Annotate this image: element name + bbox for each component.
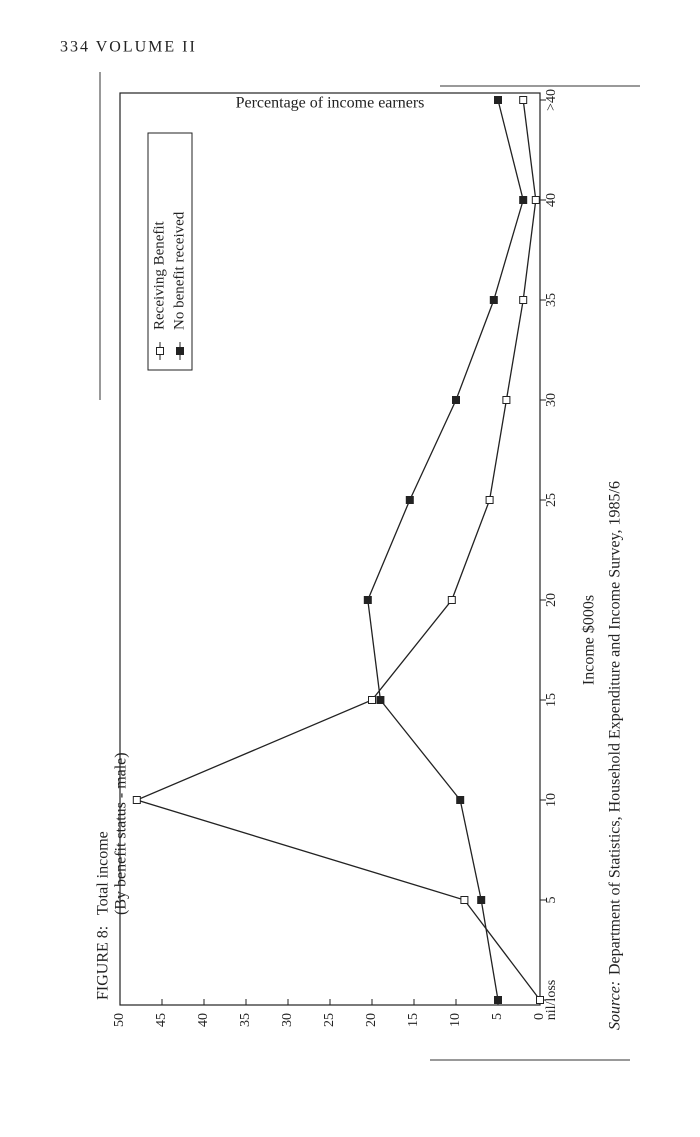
legend-marker [156,347,164,355]
point [452,396,460,404]
point [405,496,414,504]
point [132,796,141,804]
point [502,396,511,404]
chart-subtitle: (By benefit status - male) [113,752,130,915]
legend-box [147,132,193,371]
point [447,596,456,604]
y-tick-label: 20 [364,1013,379,1027]
source-label: Source: [607,981,624,1030]
page-header: 334 VOLUME II [60,39,197,56]
point [536,996,544,1004]
point [363,596,372,604]
y-tick-label: 30 [280,1013,295,1027]
point [519,96,528,104]
point [519,296,528,304]
x-tick-label: 25 [544,493,559,507]
chart-title: Total income [95,831,112,915]
legend-label: No benefit received [171,211,187,330]
figure-label: FIGURE 8: [95,926,112,1000]
series-line [134,99,541,1001]
point [494,96,502,104]
x-tick-label: 5 [544,897,559,904]
point [489,296,498,304]
legend-label: Receiving Benefit [151,220,167,330]
y-tick-label: 10 [448,1013,463,1027]
x-tick-label: nil/loss [544,980,559,1020]
y-tick-label: 35 [238,1013,253,1027]
point [531,196,540,204]
point [460,896,469,904]
point [456,796,465,804]
x-tick-label: 40 [544,193,559,207]
point [494,996,502,1004]
x-axis-title: Income $000s [581,595,598,685]
y-tick-label: 25 [322,1013,337,1027]
y-tick-label: 5 [490,1013,505,1020]
y-tick-label: 50 [112,1013,127,1027]
x-tick-label: 20 [544,593,559,607]
x-tick-label: 15 [544,693,559,707]
x-tick-label: 30 [544,393,559,407]
point [376,696,385,704]
x-tick-label: >40 [544,89,559,111]
point [368,696,376,704]
y-tick-label: 45 [154,1013,169,1027]
y-tick-label: 0 [532,1013,547,1020]
point [477,896,486,904]
series-line [367,99,524,1001]
x-tick-label: 10 [544,793,559,807]
legend-marker [176,347,184,355]
y-tick-label: 40 [196,1013,211,1027]
point [485,496,494,504]
annotation: Percentage of income earners [236,95,425,112]
source: Department of Statistics, Household Expe… [607,481,624,975]
point [519,196,528,204]
x-tick-label: 35 [544,293,559,307]
y-tick-label: 15 [406,1013,421,1027]
